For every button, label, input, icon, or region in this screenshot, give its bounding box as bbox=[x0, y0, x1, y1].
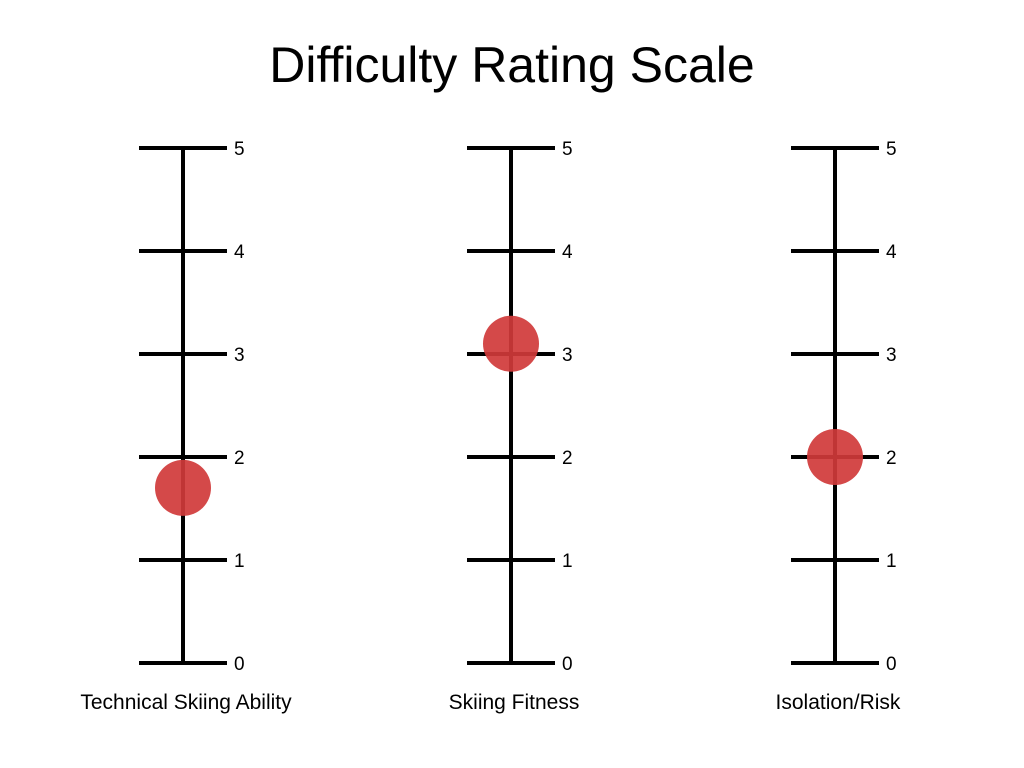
scale-label-skiing-fitness: Skiing Fitness bbox=[449, 691, 580, 714]
tick-label: 4 bbox=[886, 242, 897, 263]
rating-marker-isolation-risk bbox=[807, 429, 863, 485]
rating-marker-skiing-fitness bbox=[483, 315, 539, 372]
tick-label: 4 bbox=[234, 242, 245, 263]
tick-label: 5 bbox=[886, 139, 897, 160]
tick-label: 5 bbox=[234, 139, 245, 160]
rating-marker-technical-skiing-ability bbox=[155, 459, 211, 516]
tick-label: 2 bbox=[562, 448, 573, 469]
tick-label: 1 bbox=[562, 551, 573, 572]
tick-label: 2 bbox=[234, 448, 245, 469]
tick-label: 3 bbox=[886, 345, 897, 366]
tick-label: 1 bbox=[886, 551, 897, 572]
tick-label: 4 bbox=[562, 242, 573, 263]
scale-label-isolation-risk: Isolation/Risk bbox=[776, 691, 901, 714]
tick-label: 3 bbox=[562, 345, 573, 366]
page-title: Difficulty Rating Scale bbox=[269, 37, 755, 93]
tick-label: 5 bbox=[562, 139, 573, 160]
tick-label: 3 bbox=[234, 345, 245, 366]
tick-label: 2 bbox=[886, 448, 897, 469]
scale-label-technical-skiing-ability: Technical Skiing Ability bbox=[80, 691, 292, 714]
tick-label: 0 bbox=[562, 654, 573, 675]
tick-label: 1 bbox=[234, 551, 245, 572]
tick-label: 0 bbox=[886, 654, 897, 675]
tick-label: 0 bbox=[234, 654, 245, 675]
